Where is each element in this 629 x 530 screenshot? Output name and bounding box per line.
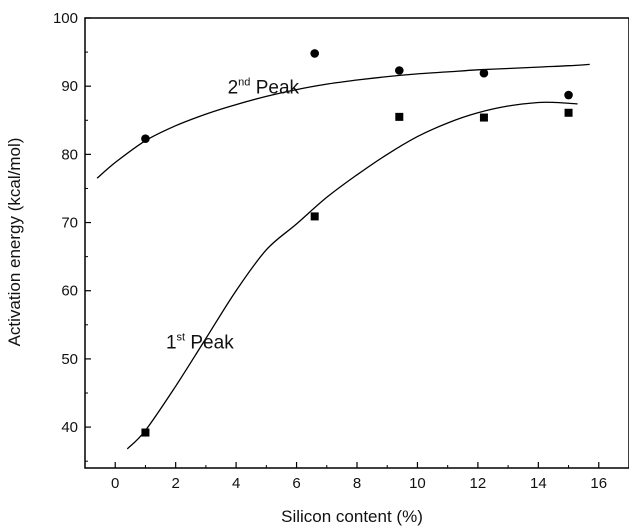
y-tick-label: 80 xyxy=(61,146,78,163)
annotation-first-peak: 1st Peak xyxy=(166,332,234,354)
y-tick-label: 60 xyxy=(61,283,78,300)
data-point-circle xyxy=(564,90,573,100)
data-point-circle xyxy=(310,49,319,58)
x-tick-label: 8 xyxy=(353,475,361,492)
data-point-circle xyxy=(141,134,150,143)
x-tick-label: 14 xyxy=(530,475,547,492)
x-tick-label: 0 xyxy=(111,475,119,492)
fit-curve-series-2 xyxy=(126,101,578,450)
data-point-square xyxy=(479,113,488,122)
y-tick-label: 100 xyxy=(53,10,78,27)
data-point-circle xyxy=(395,66,404,75)
y-axis-label: Activation energy (kcal/mol) xyxy=(5,138,24,347)
x-tick-label: 2 xyxy=(171,475,179,492)
x-tick-label: 4 xyxy=(232,475,240,492)
x-tick-label: 16 xyxy=(590,475,607,492)
data-point-circle xyxy=(479,68,489,78)
y-tick-label: 90 xyxy=(61,78,78,95)
y-tick-label: 40 xyxy=(61,419,78,436)
x-tick-label: 10 xyxy=(409,475,426,492)
x-axis-label: Silicon content (%) xyxy=(281,507,423,526)
fit-curve-series-1 xyxy=(96,63,590,179)
data-point-square xyxy=(141,428,150,437)
y-tick-label: 50 xyxy=(61,351,78,368)
x-tick-label: 12 xyxy=(470,475,487,492)
data-point-square xyxy=(564,108,573,117)
annotation-second-peak: 2nd Peak xyxy=(228,77,300,99)
data-point-square xyxy=(310,212,319,221)
y-tick-label: 70 xyxy=(61,215,78,232)
x-tick-label: 6 xyxy=(292,475,300,492)
data-point-square xyxy=(395,112,404,121)
